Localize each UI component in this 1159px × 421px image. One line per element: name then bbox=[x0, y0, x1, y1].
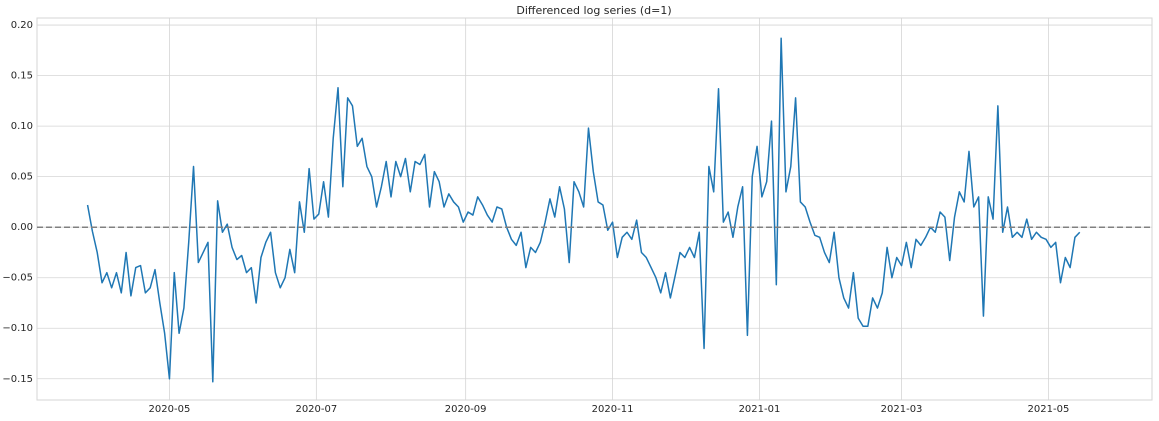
y-tick-label: −0.15 bbox=[2, 374, 33, 385]
x-tick-label: 2021-03 bbox=[881, 404, 923, 415]
x-tick-label: 2020-11 bbox=[592, 404, 634, 415]
y-tick-label: 0.05 bbox=[11, 172, 33, 183]
data-line bbox=[86, 37, 1081, 383]
x-tick-label: 2021-01 bbox=[739, 404, 781, 415]
y-tick-label: 0.00 bbox=[11, 222, 33, 233]
x-tick-label: 2020-09 bbox=[445, 404, 487, 415]
x-tick-label: 2020-05 bbox=[149, 404, 191, 415]
x-tick-label: 2021-05 bbox=[1028, 404, 1070, 415]
y-tick-label: 0.10 bbox=[11, 121, 33, 132]
chart-title: Differenced log series (d=1) bbox=[516, 4, 671, 17]
y-tick-label: −0.10 bbox=[2, 323, 33, 334]
y-tick-label: −0.05 bbox=[2, 273, 33, 284]
y-tick-label: 0.20 bbox=[11, 20, 33, 31]
y-tick-label: 0.15 bbox=[11, 71, 33, 82]
plot-frame bbox=[36, 17, 1153, 401]
x-tick-label: 2020-07 bbox=[295, 404, 337, 415]
